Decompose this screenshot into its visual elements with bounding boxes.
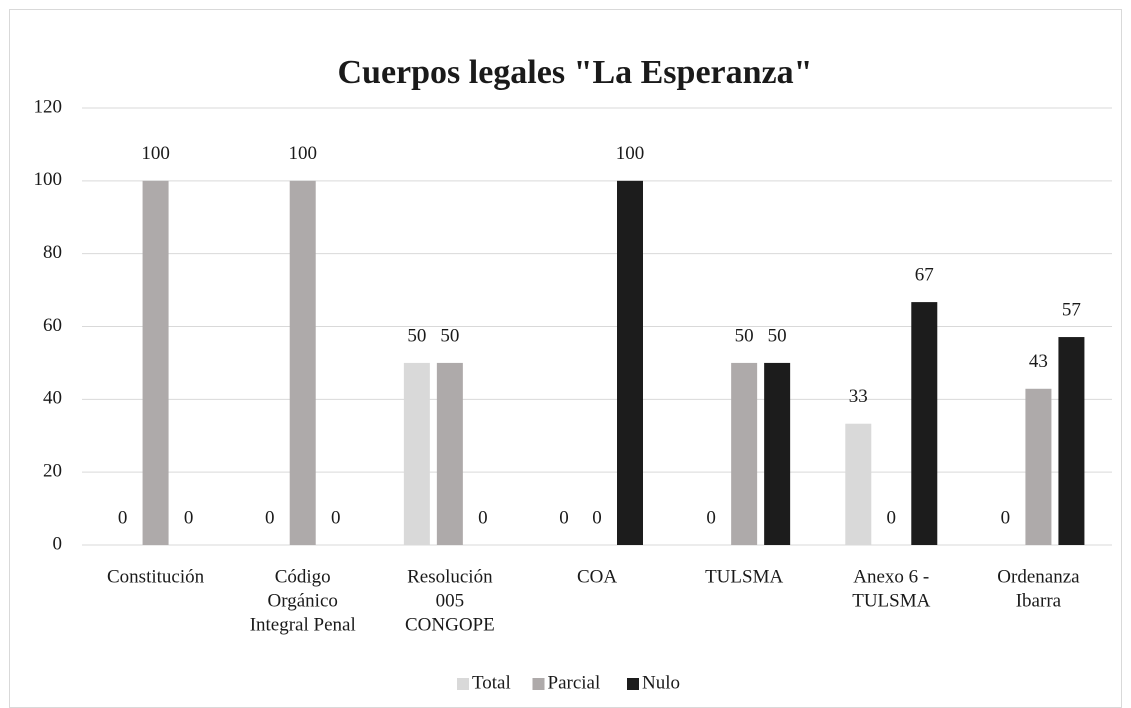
data-label: 50 <box>440 325 459 346</box>
data-label: 67 <box>915 264 934 285</box>
data-label: 50 <box>407 325 426 346</box>
bar <box>142 180 169 546</box>
data-label: 0 <box>478 507 488 528</box>
x-tick-label: Ibarra <box>1016 590 1062 611</box>
legend-label: Parcial <box>548 672 601 693</box>
x-tick-label: TULSMA <box>852 590 930 611</box>
legend-label: Nulo <box>642 672 680 693</box>
data-label: 0 <box>706 507 716 528</box>
bar <box>731 362 758 545</box>
data-label: 0 <box>265 507 275 528</box>
y-tick-label: 120 <box>34 96 63 117</box>
y-tick-label: 0 <box>53 533 63 554</box>
legend-swatch <box>627 678 639 690</box>
legend-label: Total <box>472 672 511 693</box>
y-tick-label: 40 <box>43 388 62 409</box>
bar <box>764 362 791 545</box>
legend-swatch <box>457 678 469 690</box>
data-label: 0 <box>887 507 897 528</box>
y-tick-label: 20 <box>43 461 62 482</box>
data-label: 0 <box>592 507 602 528</box>
x-tick-label: Integral Penal <box>250 614 356 635</box>
bar <box>911 302 938 545</box>
chart-title: Cuerpos legales "La Esperanza" <box>337 54 812 91</box>
y-tick-label: 100 <box>34 169 63 190</box>
chart-border <box>9 9 1122 708</box>
data-label: 50 <box>768 325 787 346</box>
bar <box>436 362 463 545</box>
x-tick-label: CONGOPE <box>405 614 495 635</box>
bar <box>1025 388 1052 545</box>
x-tick-label: Código <box>275 566 331 587</box>
x-tick-label: Anexo 6 - <box>853 566 929 587</box>
data-label: 0 <box>118 507 128 528</box>
bar <box>403 362 430 545</box>
data-label: 0 <box>331 507 341 528</box>
data-label: 0 <box>1001 507 1011 528</box>
data-label: 33 <box>849 386 868 407</box>
legend-swatch <box>532 678 545 690</box>
bar <box>289 180 316 546</box>
y-tick-label: 60 <box>43 315 62 336</box>
data-label: 0 <box>559 507 569 528</box>
x-tick-label: Constitución <box>107 566 205 587</box>
data-label: 50 <box>735 325 754 346</box>
data-label: 0 <box>184 507 194 528</box>
x-tick-label: 005 <box>436 590 465 611</box>
data-label: 100 <box>288 143 317 164</box>
bar <box>845 423 872 545</box>
data-label: 43 <box>1029 351 1048 372</box>
x-tick-label: Resolución <box>407 566 493 587</box>
data-label: 100 <box>141 143 170 164</box>
x-tick-label: Orgánico <box>268 590 338 611</box>
x-tick-label: COA <box>577 566 617 587</box>
data-label: 100 <box>616 143 645 164</box>
bar <box>617 180 643 546</box>
y-tick-label: 80 <box>43 242 62 263</box>
x-tick-label: TULSMA <box>705 566 783 587</box>
data-label: 57 <box>1062 299 1081 320</box>
x-tick-label: Ordenanza <box>997 566 1080 587</box>
bar <box>1058 337 1085 545</box>
